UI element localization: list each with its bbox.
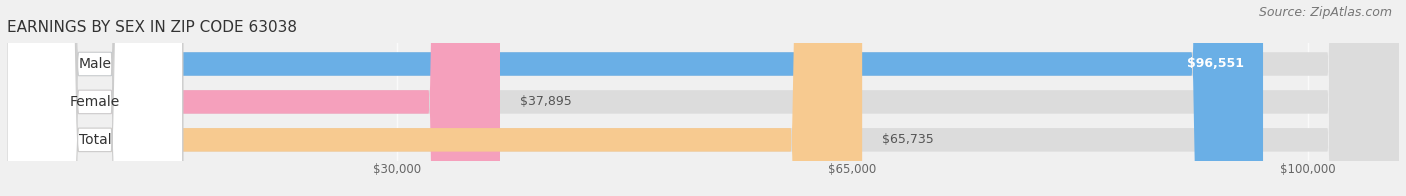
- Text: Male: Male: [79, 57, 111, 71]
- FancyBboxPatch shape: [7, 0, 501, 196]
- FancyBboxPatch shape: [7, 0, 1399, 196]
- FancyBboxPatch shape: [7, 0, 183, 196]
- FancyBboxPatch shape: [7, 0, 1263, 196]
- Text: $37,895: $37,895: [519, 95, 571, 108]
- Text: EARNINGS BY SEX IN ZIP CODE 63038: EARNINGS BY SEX IN ZIP CODE 63038: [7, 20, 297, 35]
- Text: $65,735: $65,735: [882, 133, 934, 146]
- FancyBboxPatch shape: [7, 0, 1399, 196]
- FancyBboxPatch shape: [7, 0, 183, 196]
- Text: $96,551: $96,551: [1187, 57, 1243, 71]
- FancyBboxPatch shape: [7, 0, 183, 196]
- Text: Female: Female: [70, 95, 120, 109]
- Text: Source: ZipAtlas.com: Source: ZipAtlas.com: [1258, 6, 1392, 19]
- FancyBboxPatch shape: [7, 0, 862, 196]
- Text: Total: Total: [79, 133, 111, 147]
- FancyBboxPatch shape: [7, 0, 1399, 196]
